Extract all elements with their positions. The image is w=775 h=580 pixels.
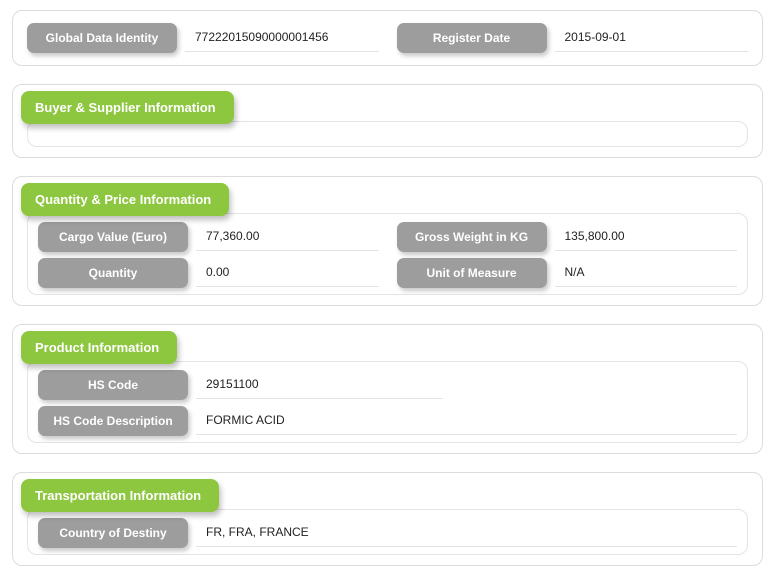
value-hs-code: 29151100 bbox=[196, 371, 443, 399]
label-cargo-value: Cargo Value (Euro) bbox=[38, 222, 188, 252]
label-quantity: Quantity bbox=[38, 258, 188, 288]
header-quantity-price: Quantity & Price Information bbox=[21, 183, 229, 216]
header-transport: Transportation Information bbox=[21, 479, 219, 512]
label-unit-of-measure: Unit of Measure bbox=[397, 258, 547, 288]
header-buyer-supplier: Buyer & Supplier Information bbox=[21, 91, 234, 124]
value-quantity: 0.00 bbox=[196, 259, 379, 287]
body-buyer-supplier bbox=[27, 121, 748, 147]
value-unit-of-measure: N/A bbox=[555, 259, 738, 287]
panel-transport: Transportation Information Country of De… bbox=[12, 472, 763, 566]
header-product: Product Information bbox=[21, 331, 177, 364]
label-hs-code: HS Code bbox=[38, 370, 188, 400]
value-country-of-destiny: FR, FRA, FRANCE bbox=[196, 519, 737, 547]
value-hs-code-description: FORMIC ACID bbox=[196, 407, 737, 435]
value-gross-weight: 135,800.00 bbox=[555, 223, 738, 251]
label-gross-weight: Gross Weight in KG bbox=[397, 222, 547, 252]
value-cargo-value: 77,360.00 bbox=[196, 223, 379, 251]
value-register-date: 2015-09-01 bbox=[555, 24, 749, 52]
panel-product: Product Information HS Code 29151100 HS … bbox=[12, 324, 763, 454]
value-global-data-identity: 77222015090000001456 bbox=[185, 24, 379, 52]
body-transport: Country of Destiny FR, FRA, FRANCE bbox=[27, 509, 748, 555]
body-product: HS Code 29151100 HS Code Description FOR… bbox=[27, 361, 748, 443]
label-register-date: Register Date bbox=[397, 23, 547, 53]
label-hs-code-description: HS Code Description bbox=[38, 406, 188, 436]
panel-identity: Global Data Identity 7722201509000000145… bbox=[12, 10, 763, 66]
label-country-of-destiny: Country of Destiny bbox=[38, 518, 188, 548]
panel-buyer-supplier: Buyer & Supplier Information bbox=[12, 84, 763, 158]
panel-quantity-price: Quantity & Price Information Cargo Value… bbox=[12, 176, 763, 306]
body-quantity-price: Cargo Value (Euro) 77,360.00 Gross Weigh… bbox=[27, 213, 748, 295]
label-global-data-identity: Global Data Identity bbox=[27, 23, 177, 53]
